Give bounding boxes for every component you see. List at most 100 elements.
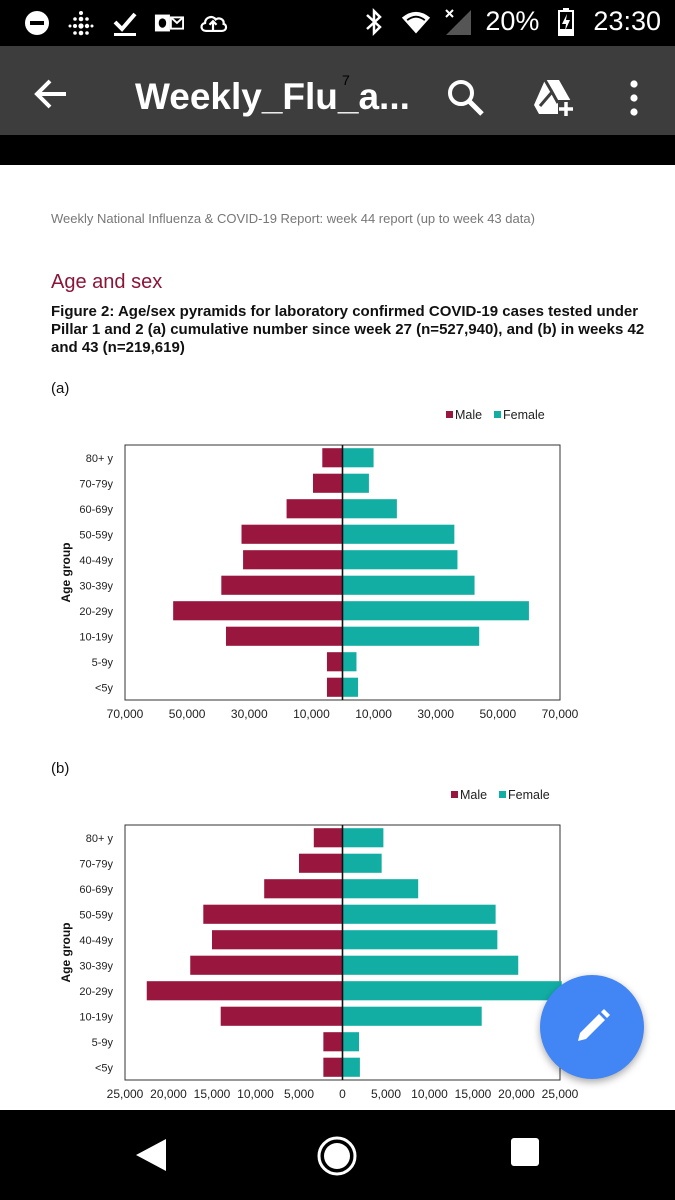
y-tick-label: 40-49y (79, 555, 113, 567)
x-tick-label: 15,000 (194, 1087, 231, 1100)
bar-female (342, 550, 458, 570)
bar-male (313, 828, 343, 848)
bar-female (342, 879, 419, 899)
bar-male (220, 1006, 343, 1026)
bar-male (286, 499, 343, 519)
x-tick-label: 5,000 (371, 1087, 401, 1100)
bar-male (326, 677, 343, 697)
bar-female (342, 955, 519, 975)
bar-male (322, 448, 343, 468)
x-tick-label: 0 (339, 1087, 346, 1100)
more-vert-icon (630, 80, 638, 116)
add-to-drive-button[interactable] (532, 76, 574, 118)
legend-swatch-male (451, 791, 458, 798)
y-tick-label: 10-19y (79, 1011, 113, 1023)
triangle-back-icon (136, 1139, 166, 1171)
x-tick-label: 5,000 (284, 1087, 314, 1100)
bar-male (264, 879, 343, 899)
bar-male (190, 955, 343, 975)
nav-back-button[interactable] (132, 1135, 172, 1175)
bar-female (342, 499, 397, 519)
bar-male (221, 575, 343, 595)
pyramid-chart-b: Male Female 80+ y 70-79y 60-69y 50-59y 40-49y 3… (59, 788, 579, 1100)
x-tick-label: 25,000 (107, 1087, 144, 1100)
edit-pencil-icon (578, 1009, 610, 1041)
y-tick-label: <5y (95, 1062, 114, 1074)
bar-male (203, 904, 343, 924)
bar-male (299, 853, 343, 873)
legend-label-male: Male (455, 408, 482, 422)
bar-female (342, 448, 374, 468)
x-tick-label: 25,000 (542, 1087, 579, 1100)
y-tick-label: 50-59y (79, 909, 113, 921)
search-icon (448, 80, 484, 116)
bar-female (342, 524, 455, 544)
battery-charging-icon (551, 7, 581, 37)
status-icons-right: 20% 23:30 (359, 6, 661, 37)
bar-female (342, 930, 498, 950)
bar-male (243, 550, 343, 570)
legend-label-female: Female (508, 788, 550, 802)
bar-female (342, 904, 496, 924)
x-tick-label: 10,000 (411, 1087, 448, 1100)
y-tick-label: 60-69y (79, 504, 113, 516)
navigation-bar (0, 1110, 675, 1200)
document-title: Weekly_Flu_a... (135, 76, 410, 117)
bar-female (342, 828, 384, 848)
bar-female (342, 473, 369, 493)
x-tick-label: 20,000 (498, 1087, 535, 1100)
y-tick-label: 10-19y (79, 631, 113, 643)
y-axis-title: Age group (59, 923, 73, 983)
search-button[interactable] (446, 78, 486, 118)
x-tick-label: 10,000 (355, 707, 392, 720)
y-tick-label: 20-29y (79, 606, 113, 618)
x-tick-label: 70,000 (542, 707, 579, 720)
cloud-upload-icon (198, 8, 228, 38)
x-tick-label: 10,000 (293, 707, 330, 720)
dnd-icon (22, 8, 52, 38)
legend-swatch-female (499, 791, 506, 798)
edit-fab[interactable] (540, 975, 644, 1079)
pyramid-chart-a: Male Female 80+ y 70-79y 60-69y 50-59y 40-49y 3… (59, 408, 579, 720)
x-tick-label: 50,000 (480, 707, 517, 720)
bar-male (225, 626, 343, 646)
nav-home-button[interactable] (316, 1135, 357, 1176)
bar-female (342, 853, 382, 873)
x-tick-label: 50,000 (169, 707, 206, 720)
panel-b-label: (b) (51, 760, 70, 777)
bar-male (323, 1032, 343, 1052)
bar-female (342, 677, 359, 697)
bar-male (323, 1057, 343, 1077)
y-tick-label: 50-59y (79, 529, 113, 541)
section-title: Age and sex (51, 271, 163, 293)
more-options-button[interactable] (626, 78, 642, 118)
status-icons-left (22, 8, 228, 38)
page-number: 7 (342, 72, 350, 88)
download-done-icon (110, 8, 140, 38)
no-signal-icon (443, 7, 473, 37)
x-tick-label: 30,000 (417, 707, 454, 720)
document-page: Weekly National Influenza & COVID-19 Rep… (0, 165, 675, 1110)
nav-recents-button[interactable] (508, 1135, 548, 1175)
bar-female (342, 1006, 482, 1026)
x-tick-label: 10,000 (237, 1087, 274, 1100)
bar-male (212, 930, 343, 950)
x-tick-label: 15,000 (455, 1087, 492, 1100)
y-tick-label: 30-39y (79, 580, 113, 592)
y-tick-label: 20-29y (79, 986, 113, 998)
legend-label-male: Male (460, 788, 487, 802)
square-recents-icon (511, 1138, 539, 1166)
bar-female (342, 575, 475, 595)
panel-a-label: (a) (51, 380, 70, 397)
arrow-back-icon (34, 79, 66, 109)
report-header: Weekly National Influenza & COVID-19 Rep… (51, 211, 535, 226)
bar-female (342, 1057, 360, 1077)
y-tick-label: 5-9y (92, 1037, 114, 1049)
bar-female (342, 652, 357, 672)
bar-male (241, 524, 343, 544)
y-tick-label: 40-49y (79, 935, 113, 947)
figure-caption: Figure 2: Age/sex pyramids for laborator… (51, 303, 645, 356)
back-button[interactable] (32, 74, 72, 114)
y-tick-label: 80+ y (86, 833, 114, 845)
bar-female (342, 626, 480, 646)
